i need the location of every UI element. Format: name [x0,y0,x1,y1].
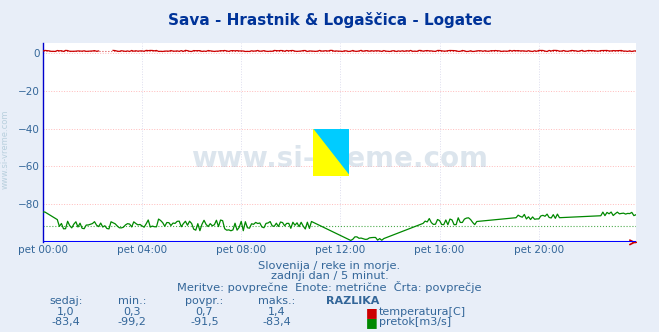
Text: Sava - Hrastnik & Logaščica - Logatec: Sava - Hrastnik & Logaščica - Logatec [167,12,492,28]
Text: ■: ■ [366,306,378,319]
Text: ■: ■ [366,316,378,329]
Text: povpr.:: povpr.: [185,296,223,306]
Text: 1,0: 1,0 [57,307,74,317]
Text: 0,7: 0,7 [196,307,213,317]
Text: RAZLIKA: RAZLIKA [326,296,379,306]
Text: -99,2: -99,2 [117,317,146,327]
Polygon shape [331,129,349,153]
Polygon shape [313,129,349,176]
Text: sedaj:: sedaj: [49,296,82,306]
Text: www.si-vreme.com: www.si-vreme.com [191,145,488,173]
Text: 0,3: 0,3 [123,307,140,317]
Text: -83,4: -83,4 [262,317,291,327]
Polygon shape [313,129,349,176]
Polygon shape [331,153,349,176]
Text: zadnji dan / 5 minut.: zadnji dan / 5 minut. [271,271,388,281]
Polygon shape [313,129,331,153]
Text: 1,4: 1,4 [268,307,285,317]
Text: -91,5: -91,5 [190,317,219,327]
Text: temperatura[C]: temperatura[C] [379,307,466,317]
Text: pretok[m3/s]: pretok[m3/s] [379,317,451,327]
Text: Slovenija / reke in morje.: Slovenija / reke in morje. [258,261,401,271]
Text: Meritve: povprečne  Enote: metrične  Črta: povprečje: Meritve: povprečne Enote: metrične Črta:… [177,281,482,292]
Text: -83,4: -83,4 [51,317,80,327]
Text: maks.:: maks.: [258,296,295,306]
Text: www.si-vreme.com: www.si-vreme.com [1,110,10,189]
Text: min.:: min.: [117,296,146,306]
